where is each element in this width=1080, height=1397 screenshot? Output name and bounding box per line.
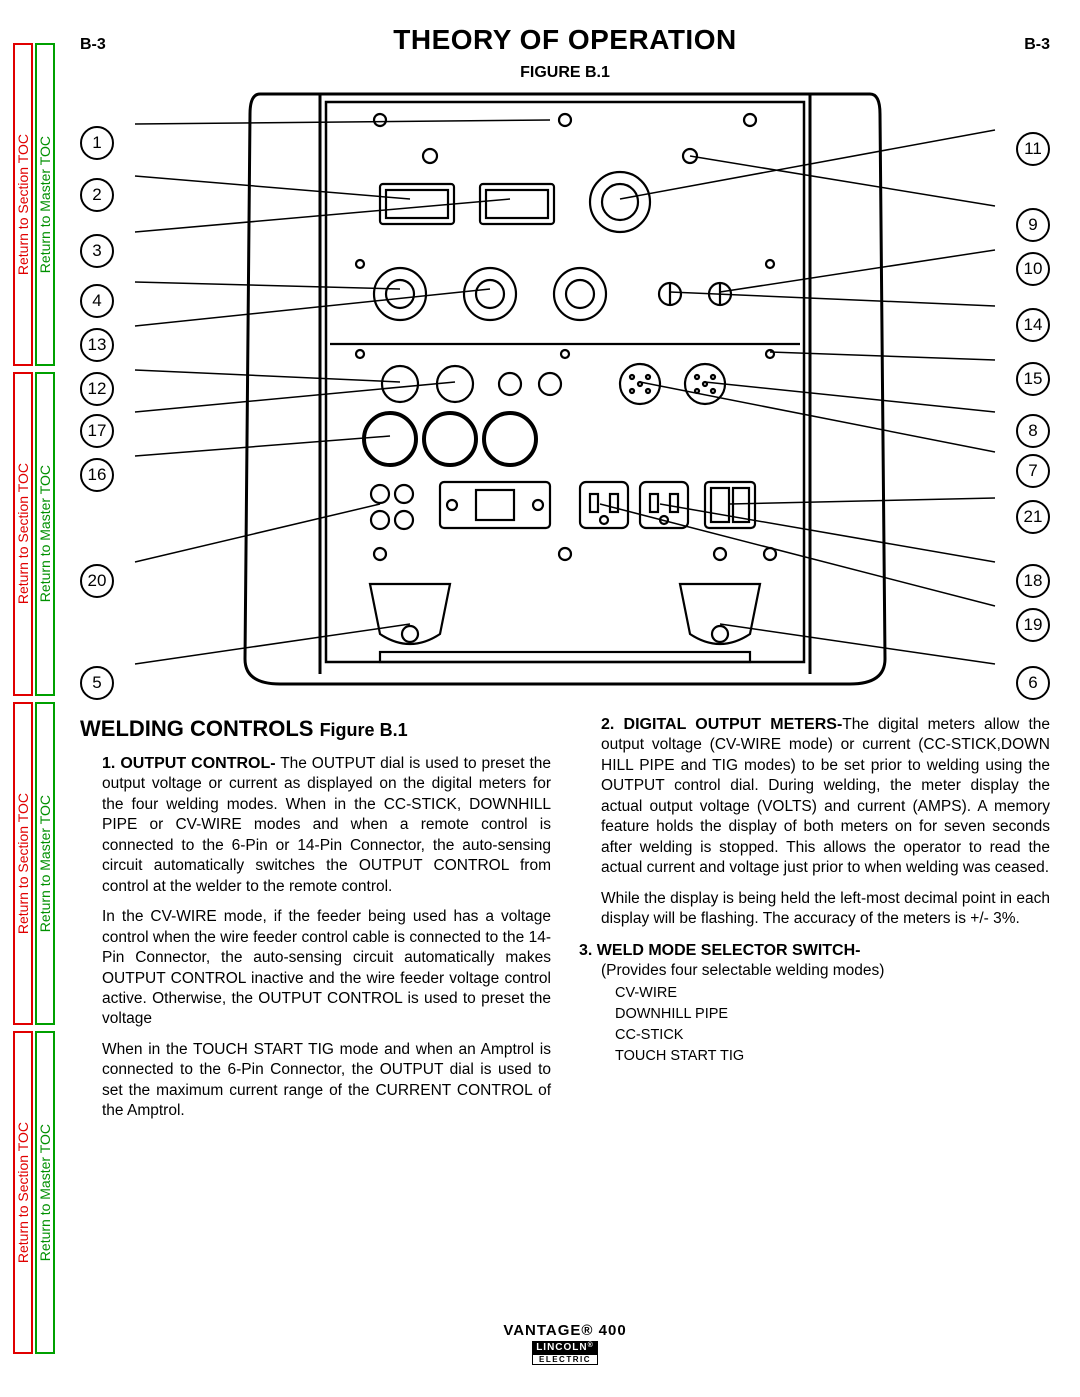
section-toc-column: Return to Section TOC Return to Section … bbox=[12, 40, 34, 1357]
return-master-toc-tab[interactable]: Return to Master TOC bbox=[35, 702, 55, 1025]
callout-19: 19 bbox=[1016, 608, 1050, 642]
callout-14: 14 bbox=[1016, 308, 1050, 342]
page-footer: VANTAGE® 400 LINCOLN® ELECTRIC bbox=[80, 1322, 1050, 1367]
page-header: B-3 THEORY OF OPERATION B-3 bbox=[80, 24, 1050, 56]
item-2-head: 2. DIGITAL OUTPUT METERS- bbox=[601, 716, 842, 733]
logo-top: LINCOLN® bbox=[532, 1341, 598, 1354]
heading-text: WELDING CONTROLS bbox=[80, 716, 313, 741]
mode-item: DOWNHILL PIPE bbox=[615, 1004, 1050, 1025]
item-1-p1: The OUTPUT dial is used to preset the ou… bbox=[102, 755, 551, 895]
callout-1: 1 bbox=[80, 126, 114, 160]
figure-caption: FIGURE B.1 bbox=[80, 64, 1050, 82]
figure-b1: 123413121716205 119101415872118196 bbox=[80, 84, 1050, 704]
item-1-p3: When in the TOUCH START TIG mode and whe… bbox=[102, 1040, 551, 1122]
master-toc-column: Return to Master TOC Return to Master TO… bbox=[34, 40, 56, 1357]
callout-21: 21 bbox=[1016, 500, 1050, 534]
callout-4: 4 bbox=[80, 284, 114, 318]
item-1-p2: In the CV-WIRE mode, if the feeder being… bbox=[102, 907, 551, 1030]
tab-label: Return to Section TOC bbox=[15, 1122, 31, 1263]
welding-controls-heading: WELDING CONTROLS Figure B.1 bbox=[80, 714, 551, 743]
item-1-head: 1. OUTPUT CONTROL- bbox=[102, 755, 276, 772]
side-nav-tabs: Return to Section TOC Return to Section … bbox=[12, 40, 60, 1357]
item-3-head: 3. WELD MODE SELECTOR SWITCH- bbox=[579, 942, 860, 959]
page-content: B-3 THEORY OF OPERATION B-3 FIGURE B.1 1… bbox=[80, 24, 1050, 1373]
item-3-sub: (Provides four selectable welding modes) bbox=[601, 962, 884, 979]
return-section-toc-tab[interactable]: Return to Section TOC bbox=[13, 702, 33, 1025]
mode-item: CV-WIRE bbox=[615, 983, 1050, 1004]
callout-10: 10 bbox=[1016, 252, 1050, 286]
body-columns: WELDING CONTROLS Figure B.1 1. OUTPUT CO… bbox=[80, 714, 1050, 1132]
tab-label: Return to Section TOC bbox=[15, 134, 31, 275]
header-page-right: B-3 bbox=[1024, 36, 1050, 54]
control-panel-diagram bbox=[80, 84, 1050, 704]
return-master-toc-tab[interactable]: Return to Master TOC bbox=[35, 1031, 55, 1354]
callout-18: 18 bbox=[1016, 564, 1050, 598]
mode-item: TOUCH START TIG bbox=[615, 1046, 1050, 1067]
lincoln-logo: LINCOLN® ELECTRIC bbox=[532, 1341, 598, 1365]
header-page-left: B-3 bbox=[80, 36, 106, 54]
callout-3: 3 bbox=[80, 234, 114, 268]
tab-label: Return to Master TOC bbox=[37, 136, 53, 273]
left-column: WELDING CONTROLS Figure B.1 1. OUTPUT CO… bbox=[80, 714, 551, 1132]
callout-20: 20 bbox=[80, 564, 114, 598]
header-title: THEORY OF OPERATION bbox=[393, 24, 736, 56]
weld-mode-list: CV-WIRE DOWNHILL PIPE CC-STICK TOUCH STA… bbox=[615, 983, 1050, 1067]
item-2: 2. DIGITAL OUTPUT METERS-The digital met… bbox=[601, 714, 1050, 879]
item-3: 3. WELD MODE SELECTOR SWITCH- (Provides … bbox=[579, 940, 1050, 982]
item-1: 1. OUTPUT CONTROL- The OUTPUT dial is us… bbox=[102, 753, 551, 897]
callout-12: 12 bbox=[80, 372, 114, 406]
callout-2: 2 bbox=[80, 178, 114, 212]
return-section-toc-tab[interactable]: Return to Section TOC bbox=[13, 1031, 33, 1354]
return-master-toc-tab[interactable]: Return to Master TOC bbox=[35, 372, 55, 695]
product-name: VANTAGE® 400 bbox=[80, 1322, 1050, 1339]
tab-label: Return to Master TOC bbox=[37, 795, 53, 932]
callout-5: 5 bbox=[80, 666, 114, 700]
mode-item: CC-STICK bbox=[615, 1025, 1050, 1046]
callout-16: 16 bbox=[80, 458, 114, 492]
item-2-p2: While the display is being held the left… bbox=[601, 889, 1050, 930]
callout-7: 7 bbox=[1016, 454, 1050, 488]
logo-bottom: ELECTRIC bbox=[532, 1354, 598, 1365]
tab-label: Return to Section TOC bbox=[15, 463, 31, 604]
return-section-toc-tab[interactable]: Return to Section TOC bbox=[13, 372, 33, 695]
right-column: 2. DIGITAL OUTPUT METERS-The digital met… bbox=[579, 714, 1050, 1132]
callout-8: 8 bbox=[1016, 414, 1050, 448]
tab-label: Return to Master TOC bbox=[37, 1124, 53, 1261]
tab-label: Return to Section TOC bbox=[15, 793, 31, 934]
callout-11: 11 bbox=[1016, 132, 1050, 166]
callout-9: 9 bbox=[1016, 208, 1050, 242]
callout-6: 6 bbox=[1016, 666, 1050, 700]
heading-ref: Figure B.1 bbox=[320, 720, 408, 740]
callout-15: 15 bbox=[1016, 362, 1050, 396]
return-section-toc-tab[interactable]: Return to Section TOC bbox=[13, 43, 33, 366]
callout-17: 17 bbox=[80, 414, 114, 448]
item-2-p1: The digital meters allow the output volt… bbox=[601, 716, 1050, 876]
return-master-toc-tab[interactable]: Return to Master TOC bbox=[35, 43, 55, 366]
tab-label: Return to Master TOC bbox=[37, 465, 53, 602]
callout-13: 13 bbox=[80, 328, 114, 362]
